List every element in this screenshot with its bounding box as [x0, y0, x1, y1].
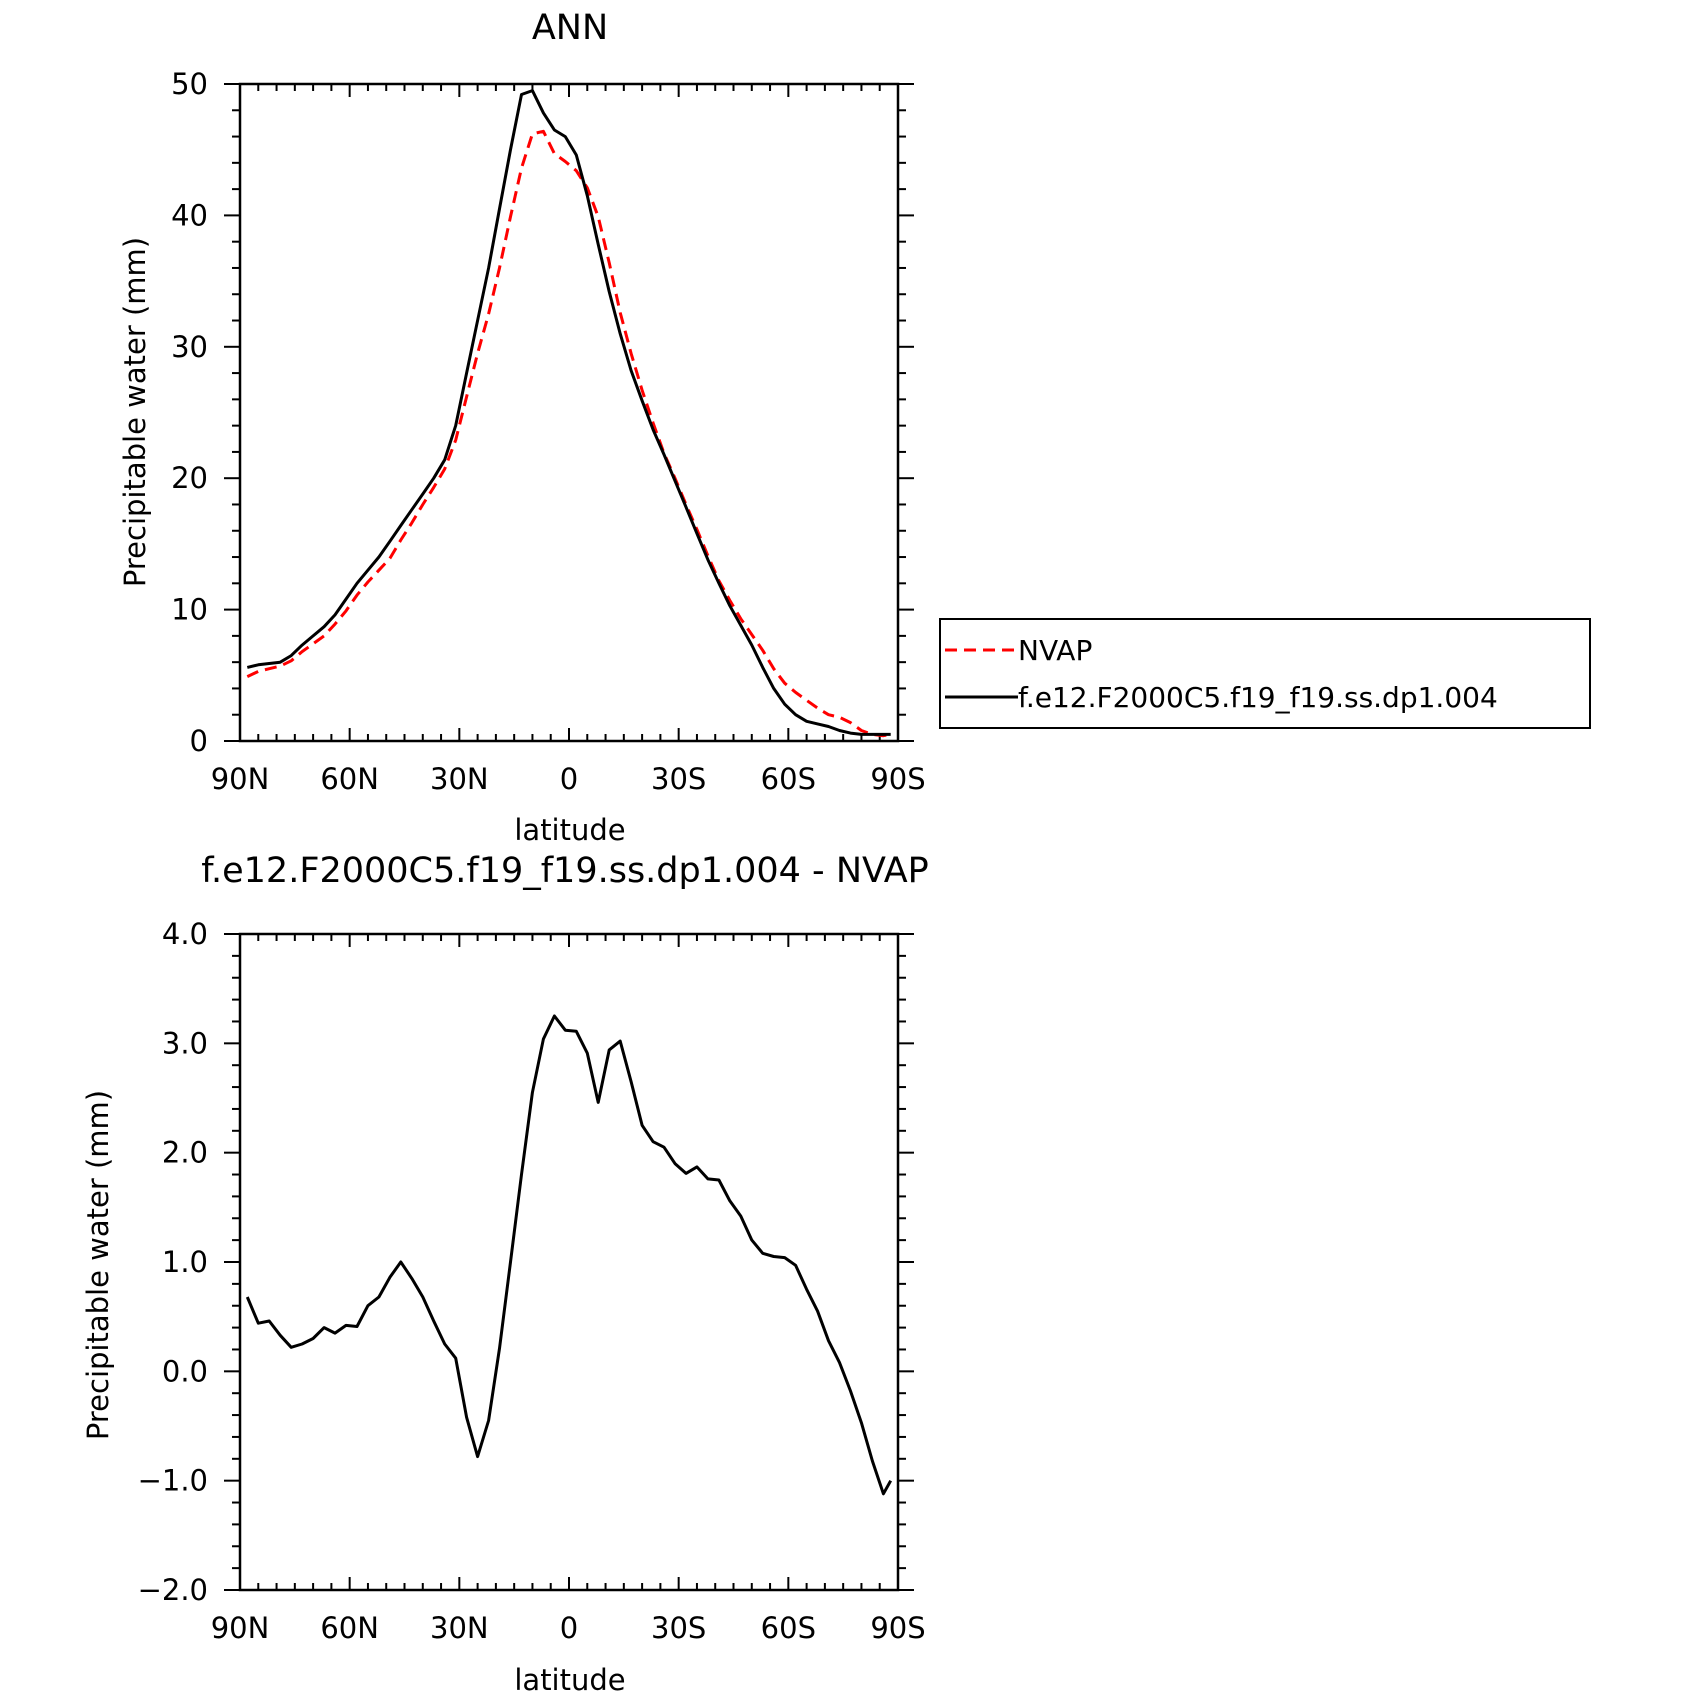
top-y-tick-label: 10: [171, 593, 208, 627]
top-x-tick-label: 30S: [651, 762, 706, 796]
legend-label-model: f.e12.F2000C5.f19_f19.ss.dp1.004: [1018, 681, 1498, 714]
bottom-x-tick-label: 0: [560, 1611, 578, 1645]
top-y-tick-label: 30: [171, 330, 208, 364]
top-panel: ANN 90N 60N 30N 0 30S 60S 90S 0 10 20 30 40 50 latit…: [118, 8, 926, 847]
bottom-y-tick-label: −2.0: [138, 1573, 208, 1607]
bottom-y-tick-label: 0.0: [162, 1354, 208, 1388]
legend-label-nvap: NVAP: [1018, 634, 1092, 667]
top-x-tick-label: 90S: [870, 762, 925, 796]
bottom-y-tick-label: 2.0: [162, 1136, 208, 1170]
bottom-x-tick-label: 60N: [320, 1611, 379, 1645]
bottom-series-line-0: [245, 1014, 893, 1496]
top-x-axis-label: latitude: [514, 813, 625, 847]
bottom-x-tick-label: 90N: [211, 1611, 270, 1645]
top-y-tick-label: 40: [171, 198, 208, 232]
bottom-panel: f.e12.F2000C5.f19_f19.ss.dp1.004 - NVAP …: [81, 851, 929, 1697]
top-x-tick-label: 0: [560, 762, 578, 796]
legend-box: [939, 618, 1591, 729]
top-x-tick-label: 60S: [761, 762, 816, 796]
top-x-tick-label: 90N: [211, 762, 270, 796]
top-x-tick-label: 60N: [320, 762, 379, 796]
bottom-x-tick-label: 30S: [651, 1611, 706, 1645]
top-panel-title: ANN: [532, 8, 608, 48]
top-plot-area: 90N 60N 30N 0 30S 60S 90S 0 10 20 30 40 50: [171, 67, 926, 796]
legend: NVAP f.e12.F2000C5.f19_f19.ss.dp1.004: [939, 618, 1591, 729]
top-x-tick-label: 30N: [430, 762, 489, 796]
bottom-x-tick-label: 90S: [870, 1611, 925, 1645]
top-y-tick-label: 0: [190, 724, 208, 758]
bottom-y-tick-label: 4.0: [162, 917, 208, 951]
bottom-x-tick-label: 60S: [761, 1611, 816, 1645]
bottom-y-tick-label: 1.0: [162, 1245, 208, 1279]
top-series-line-0: [246, 129, 891, 738]
top-y-tick-label: 20: [171, 461, 208, 495]
top-y-tick-label: 50: [171, 67, 208, 101]
top-series-line-1: [246, 89, 891, 736]
bottom-y-tick-label: 3.0: [162, 1026, 208, 1060]
top-y-axis-label: Precipitable water (mm): [118, 237, 152, 587]
bottom-x-tick-label: 30N: [430, 1611, 489, 1645]
bottom-plot-area: 90N 60N 30N 0 30S 60S 90S −2.0 −1.0 0.0 1.0 2.0 3.0 4…: [138, 917, 926, 1645]
bottom-y-tick-label: −1.0: [138, 1464, 208, 1498]
bottom-x-axis-label: latitude: [514, 1663, 625, 1697]
bottom-panel-title: f.e12.F2000C5.f19_f19.ss.dp1.004 - NVAP: [201, 851, 929, 891]
bottom-y-axis-label: Precipitable water (mm): [81, 1090, 115, 1440]
